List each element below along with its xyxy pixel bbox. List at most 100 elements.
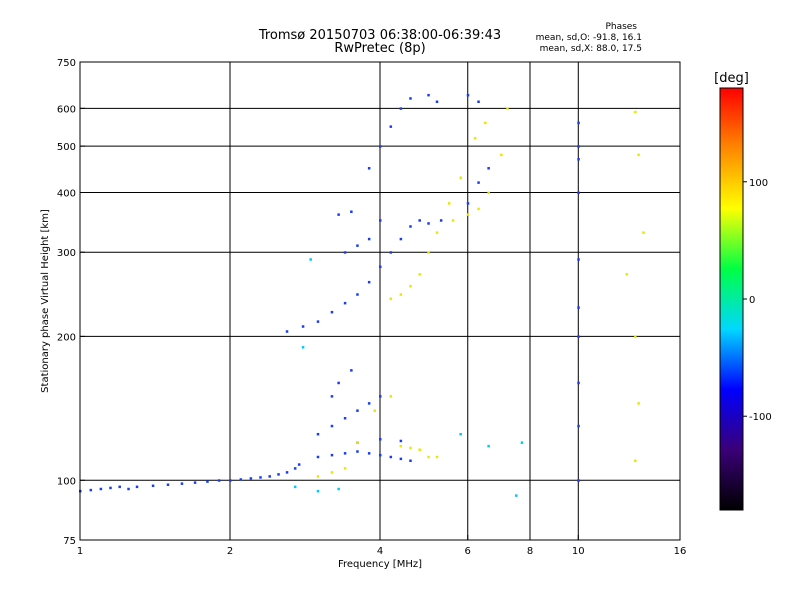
data-point xyxy=(577,258,580,261)
data-point xyxy=(330,424,334,428)
data-point xyxy=(293,485,297,489)
data-point xyxy=(151,484,155,488)
data-point xyxy=(409,459,412,462)
y-tick-label: 500 xyxy=(57,142,76,153)
data-point xyxy=(316,320,320,323)
data-point xyxy=(459,432,462,436)
x-tick-label: 2 xyxy=(227,546,233,557)
x-tick-label: 8 xyxy=(527,546,533,557)
data-point xyxy=(577,121,580,125)
data-point xyxy=(135,485,139,489)
y-axis-label: Stationary phase Virtual Height [km] xyxy=(40,209,51,393)
data-point xyxy=(477,207,480,211)
data-point xyxy=(293,467,297,470)
data-point xyxy=(373,409,377,412)
data-point xyxy=(477,181,480,184)
colorbar xyxy=(719,87,744,511)
y-tick-label: 200 xyxy=(57,332,76,343)
data-point xyxy=(316,432,320,436)
y-tick-label: 75 xyxy=(63,536,76,547)
data-point xyxy=(379,145,382,148)
data-point xyxy=(350,369,353,372)
data-point xyxy=(389,297,393,301)
data-point xyxy=(435,100,439,104)
data-point xyxy=(418,448,421,451)
data-point xyxy=(89,488,93,492)
data-point xyxy=(577,191,580,194)
data-point xyxy=(379,453,382,457)
data-point xyxy=(193,481,197,484)
data-point xyxy=(487,167,490,170)
data-point xyxy=(316,489,320,493)
data-point xyxy=(409,284,412,288)
x-tick-label: 1 xyxy=(77,546,83,557)
data-point xyxy=(337,487,340,491)
data-point xyxy=(409,97,412,100)
data-point xyxy=(367,167,371,170)
data-point xyxy=(399,439,403,443)
data-point xyxy=(399,237,403,241)
data-point xyxy=(409,446,412,450)
colorbar-ticks: 100 0 -100 xyxy=(743,178,772,423)
data-point xyxy=(418,273,421,276)
data-point xyxy=(435,455,439,459)
data-point xyxy=(577,479,580,482)
chart-title: Tromsø 20150703 06:38:00-06:39:43 xyxy=(258,28,502,43)
data-point xyxy=(259,476,262,479)
data-point xyxy=(389,455,393,459)
data-point xyxy=(367,452,371,455)
phases-o-stats: mean, sd,O: -91.8, 16.1 xyxy=(535,33,642,43)
data-point xyxy=(399,293,403,296)
data-point xyxy=(337,381,340,385)
phases-x-stats: mean, sd,X: 88.0, 17.5 xyxy=(539,44,642,54)
data-point xyxy=(217,479,221,482)
data-point xyxy=(399,457,403,461)
data-point xyxy=(577,158,580,161)
data-point xyxy=(515,494,518,497)
x-tick-label: 4 xyxy=(377,546,383,557)
data-point xyxy=(268,475,271,478)
x-tick-label: 16 xyxy=(674,546,687,557)
y-axis-ticks: 75 100 200 300 400 500 600 750 xyxy=(57,58,85,547)
data-point xyxy=(166,483,170,486)
data-point xyxy=(297,463,301,466)
colorbar-tick-label: -100 xyxy=(749,412,772,423)
data-point xyxy=(427,93,430,97)
data-point xyxy=(356,409,359,412)
y-tick-label: 750 xyxy=(57,58,76,69)
data-point xyxy=(316,455,320,459)
data-point xyxy=(330,471,334,474)
data-point xyxy=(577,335,580,338)
data-point xyxy=(459,176,462,179)
data-point xyxy=(356,293,359,296)
data-point xyxy=(634,459,637,462)
data-point xyxy=(118,485,121,489)
data-point xyxy=(451,219,455,222)
data-point xyxy=(520,441,524,444)
data-point xyxy=(427,455,430,459)
data-point xyxy=(447,202,451,205)
data-point xyxy=(356,450,359,453)
data-point xyxy=(477,100,480,104)
phases-heading: Phases xyxy=(605,22,637,32)
colorbar-label: [deg] xyxy=(714,71,749,86)
data-point xyxy=(330,453,334,457)
data-point xyxy=(466,202,470,205)
y-tick-label: 100 xyxy=(57,476,76,487)
data-point xyxy=(277,473,280,476)
data-point xyxy=(109,486,112,490)
data-point xyxy=(309,258,312,261)
data-point xyxy=(409,225,412,228)
data-point xyxy=(379,437,382,441)
grid-lines xyxy=(80,62,680,540)
data-point xyxy=(634,110,637,114)
data-point xyxy=(418,219,421,222)
y-tick-label: 400 xyxy=(57,188,76,199)
data-points xyxy=(79,93,645,497)
data-point xyxy=(343,251,347,254)
y-tick-label: 600 xyxy=(57,104,76,115)
data-point xyxy=(356,441,359,444)
data-point xyxy=(399,444,403,448)
data-point xyxy=(343,301,347,305)
data-point xyxy=(249,477,253,480)
